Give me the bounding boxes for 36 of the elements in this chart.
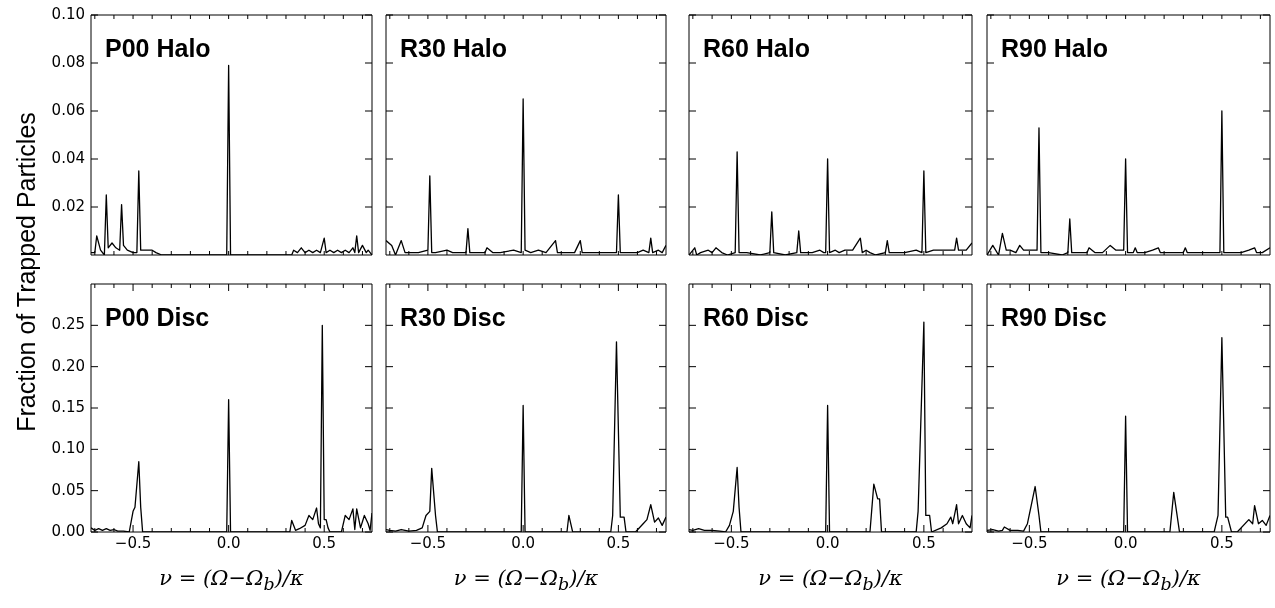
y-tick-label: 0.25 — [51, 315, 85, 334]
y-axis-title: Fraction of Trapped Particles — [11, 112, 41, 432]
x-tick-label: −0.5 — [1011, 533, 1048, 552]
y-tick-label: 0.06 — [51, 100, 85, 119]
x-tick-label: 0.0 — [815, 533, 840, 552]
y-tick-label: 0.04 — [51, 148, 85, 167]
x-tick-label: 0.0 — [1113, 533, 1138, 552]
x-tick-label: 0.5 — [911, 533, 936, 552]
text: R60 Halo — [703, 34, 810, 62]
y-tick-label: 0.05 — [51, 480, 85, 499]
text: R60 Disc — [703, 303, 809, 331]
x-tick-label: −0.5 — [114, 533, 152, 552]
text: R90 Disc — [1001, 303, 1107, 331]
x-axis-title: ν = (Ω−Ω$_{b}$)/κ — [158, 566, 305, 595]
y-tick-label: 0.08 — [51, 52, 85, 71]
y-tick-label: 0.02 — [51, 196, 85, 215]
x-tick-label: −0.5 — [713, 533, 750, 552]
x-tick-label: 0.5 — [1209, 533, 1234, 552]
text: R90 Halo — [1001, 34, 1108, 62]
text: P00 Halo — [105, 34, 211, 62]
y-tick-label: 0.15 — [51, 397, 85, 416]
y-tick-label: 0.10 — [51, 4, 85, 23]
x-tick-label: −0.5 — [409, 533, 447, 552]
x-tick-label: 0.0 — [216, 533, 241, 552]
x-axis-title: ν = (Ω−Ω$_{b}$)/κ — [452, 566, 600, 595]
text: R30 Disc — [400, 303, 506, 331]
y-tick-label: 0.10 — [51, 439, 85, 458]
y-tick-label: 0.20 — [51, 356, 85, 375]
x-tick-label: 0.5 — [312, 533, 337, 552]
x-tick-label: 0.0 — [511, 533, 536, 552]
x-axis-title: ν = (Ω−Ω$_{b}$)/κ — [1055, 566, 1202, 595]
y-tick-label: 0.00 — [51, 521, 85, 540]
text: R30 Halo — [400, 34, 507, 62]
text: P00 Disc — [105, 303, 210, 331]
x-axis-title: ν = (Ω−Ω$_{b}$)/κ — [757, 566, 904, 595]
x-tick-label: 0.5 — [606, 533, 631, 552]
